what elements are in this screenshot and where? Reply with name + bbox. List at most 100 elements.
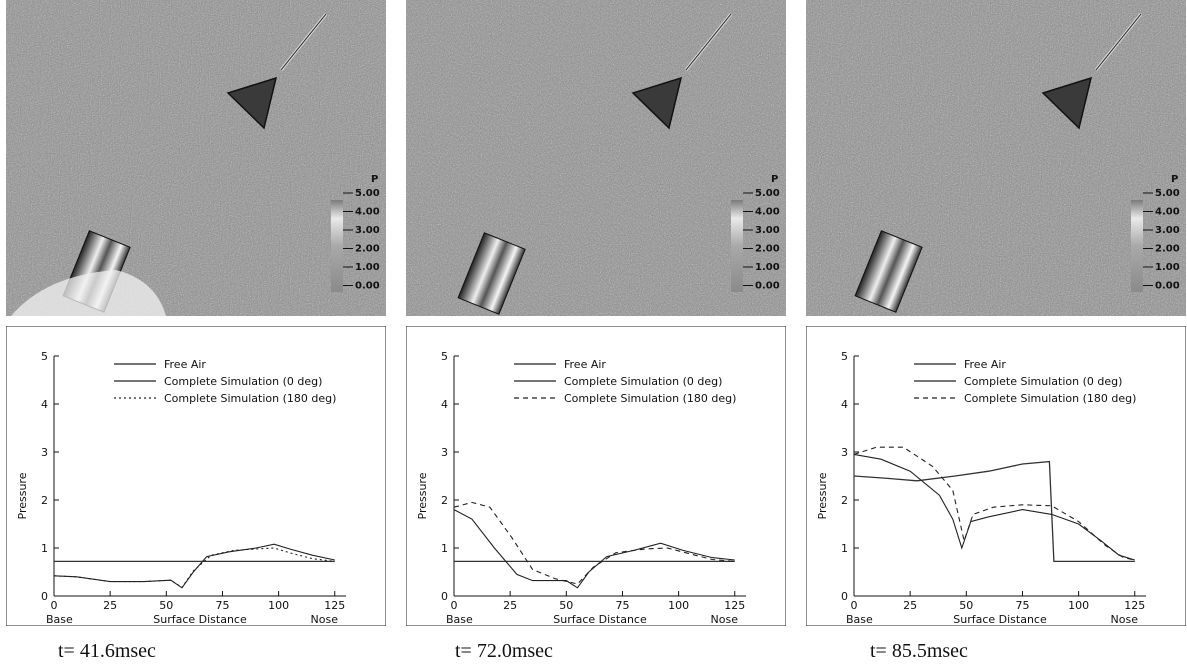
- x-tick-label: 125: [324, 599, 345, 612]
- x-end-label-base: Base: [846, 613, 873, 626]
- colorbar: [331, 200, 343, 292]
- colorbar-tick-label: 4.00: [355, 207, 380, 218]
- x-tick-label: 0: [851, 599, 858, 612]
- series-line-1: [853, 460, 1135, 563]
- x-tick-label: 125: [1124, 599, 1145, 612]
- y-tick-label: 3: [41, 446, 48, 459]
- probe-sting-edge: [1095, 13, 1142, 71]
- y-tick-label: 2: [441, 494, 448, 507]
- colorbar-tick-label: 3.00: [1155, 225, 1180, 236]
- colorbar: [731, 200, 743, 292]
- y-tick-label: 2: [841, 494, 848, 507]
- x-tick-label: 25: [103, 599, 117, 612]
- plot-frame: [806, 326, 1186, 626]
- series-line-3: [53, 547, 335, 589]
- cone-body: [226, 76, 278, 130]
- legend-entry-3: Complete Simulation (180 deg): [964, 392, 1136, 405]
- x-end-label-nose: Nose: [711, 613, 739, 626]
- x-end-label-base: Base: [46, 613, 73, 626]
- simulation-image-2: P 5.00 4.00 3.00 2.00 1.00 0.00: [406, 0, 786, 316]
- x-tick-label: 75: [215, 599, 229, 612]
- colorbar-tick-label: 2.00: [1155, 244, 1180, 255]
- x-tick-label: 75: [1015, 599, 1029, 612]
- y-tick-label: 4: [841, 398, 848, 411]
- y-tick-label: 5: [41, 350, 48, 363]
- x-tick-label: 0: [51, 599, 58, 612]
- colorbar-title: P: [1171, 174, 1178, 185]
- simulation-image-3: P 5.00 4.00 3.00 2.00 1.00 0.00: [806, 0, 1186, 316]
- x-axis-label: Surface Distance: [153, 613, 247, 626]
- colorbar-tick-label: 1.00: [755, 262, 780, 273]
- time-label-1: t= 41.6msec: [58, 640, 156, 662]
- time-label-3: t= 85.5msec: [870, 640, 968, 662]
- colorbar-tick-label: 1.00: [1155, 262, 1180, 273]
- plot-frame: [6, 326, 386, 626]
- y-tick-label: 1: [41, 542, 48, 555]
- x-axis-label: Surface Distance: [953, 613, 1047, 626]
- colorbar-tick-label: 0.00: [355, 281, 380, 292]
- x-end-label-base: Base: [446, 613, 473, 626]
- colorbar-tick-label: 5.00: [755, 188, 780, 199]
- colorbar-tick-label: 4.00: [755, 207, 780, 218]
- plot-frame: [406, 326, 786, 626]
- legend-entry-2: Complete Simulation (0 deg): [964, 375, 1122, 388]
- series-line-2: [53, 543, 335, 589]
- y-axis-label: Pressure: [16, 472, 29, 519]
- y-tick-label: 1: [441, 542, 448, 555]
- legend-entry-2: Complete Simulation (0 deg): [164, 375, 322, 388]
- shock-wake: [11, 270, 166, 316]
- x-tick-label: 25: [503, 599, 517, 612]
- cone-body: [631, 76, 683, 130]
- probe-sting-edge: [685, 13, 732, 71]
- time-label-2: t= 72.0msec: [455, 640, 553, 662]
- cylinder-object: [457, 232, 526, 315]
- x-tick-label: 100: [668, 599, 689, 612]
- y-tick-label: 4: [41, 398, 48, 411]
- x-tick-label: 100: [1068, 599, 1089, 612]
- colorbar-tick-label: 2.00: [355, 244, 380, 255]
- colorbar-title: P: [371, 174, 378, 185]
- pressure-chart-2: 0 1 2 3 4 5 0 25 50 75 100 125 Pressure Surface Dista…: [406, 326, 786, 626]
- legend-entry-1: Free Air: [564, 358, 606, 371]
- legend-entry-1: Free Air: [164, 358, 206, 371]
- x-tick-label: 50: [959, 599, 973, 612]
- simulation-image-1: P 5.00 4.00 3.00 2.00 1.00 0.00: [6, 0, 386, 316]
- colorbar-title: P: [771, 174, 778, 185]
- probe-sting-edge: [280, 13, 327, 71]
- x-end-label-nose: Nose: [1111, 613, 1139, 626]
- legend-entry-3: Complete Simulation (180 deg): [564, 392, 736, 405]
- x-tick-label: 25: [903, 599, 917, 612]
- cylinder-body: [457, 232, 526, 315]
- noise-texture: [406, 0, 786, 316]
- y-axis-label: Pressure: [416, 472, 429, 519]
- colorbar-tick-label: 0.00: [755, 281, 780, 292]
- y-axis-label: Pressure: [816, 472, 829, 519]
- colorbar-tick-label: 0.00: [1155, 281, 1180, 292]
- x-axis-label: Surface Distance: [553, 613, 647, 626]
- x-tick-label: 50: [159, 599, 173, 612]
- colorbar-tick-label: 2.00: [755, 244, 780, 255]
- y-tick-label: 5: [841, 350, 848, 363]
- legend-entry-2: Complete Simulation (0 deg): [564, 375, 722, 388]
- y-tick-label: 2: [41, 494, 48, 507]
- y-tick-label: 0: [441, 590, 448, 603]
- cone-body: [1041, 76, 1093, 130]
- legend-entry-1: Free Air: [964, 358, 1006, 371]
- x-tick-label: 75: [615, 599, 629, 612]
- cylinder-object: [854, 230, 923, 313]
- pressure-chart-3: 0 1 2 3 4 5 0 25 50 75 100 125 Pressure Surface Dista…: [806, 326, 1186, 626]
- colorbar-tick-label: 4.00: [1155, 207, 1180, 218]
- legend-entry-3: Complete Simulation (180 deg): [164, 392, 336, 405]
- series-line-3: [853, 446, 1135, 561]
- colorbar-tick-label: 3.00: [355, 225, 380, 236]
- x-tick-label: 50: [559, 599, 573, 612]
- noise-texture: [806, 0, 1186, 316]
- y-tick-label: 3: [841, 446, 848, 459]
- noise-texture: [6, 0, 386, 316]
- colorbar: [1131, 200, 1143, 292]
- y-tick-label: 0: [841, 590, 848, 603]
- colorbar-tick-label: 1.00: [355, 262, 380, 273]
- y-tick-label: 1: [841, 542, 848, 555]
- y-tick-label: 4: [441, 398, 448, 411]
- pressure-chart-1: 0 1 2 3 4 5 0 25 50 75 100 125 Pressure Surface Dista…: [6, 326, 386, 626]
